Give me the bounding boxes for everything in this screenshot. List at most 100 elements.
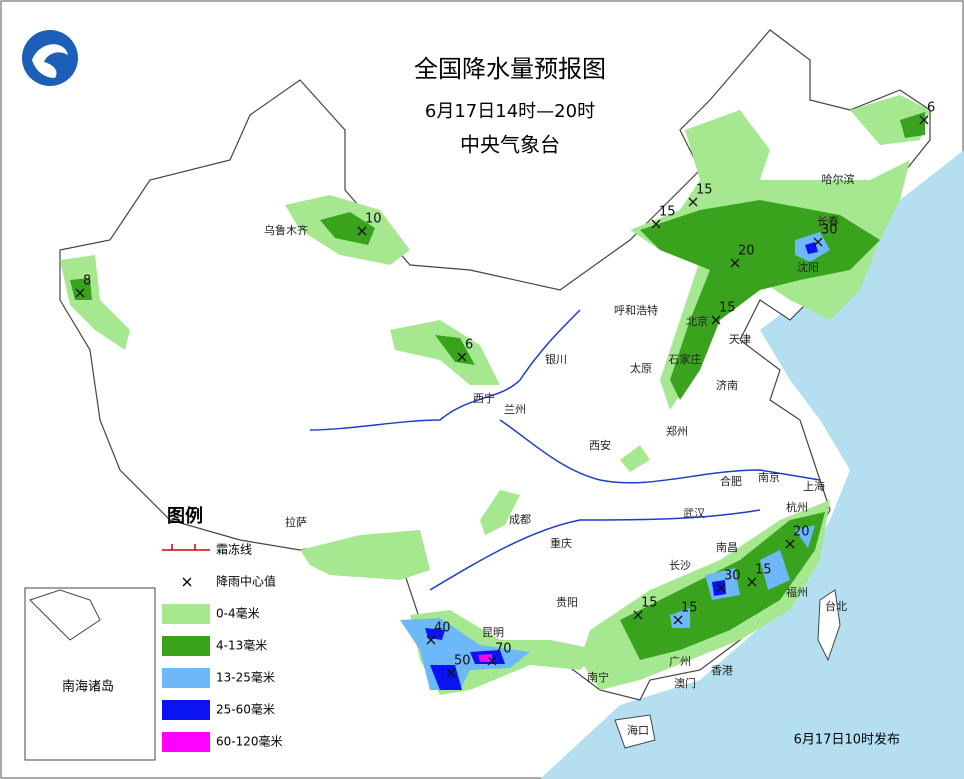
city-label: 北京 xyxy=(686,314,708,328)
city-label: 哈尔滨 xyxy=(822,172,855,186)
title: 全国降水量预报图 xyxy=(414,55,606,83)
ocean xyxy=(540,150,964,779)
center-marker xyxy=(711,315,721,325)
city-label: 南昌 xyxy=(716,541,738,554)
city-label: 南京 xyxy=(758,470,780,484)
city-label: 上海 xyxy=(803,479,825,493)
city-label: 重庆 xyxy=(550,536,572,550)
center-marker xyxy=(633,610,643,620)
legend-swatch xyxy=(162,636,210,656)
city-label: 沈阳 xyxy=(797,260,819,274)
center-marker xyxy=(813,237,823,247)
city-label: 兰州 xyxy=(504,403,526,416)
city-label: 海口 xyxy=(627,723,649,737)
city-label: 贵阳 xyxy=(556,596,578,609)
center-value: 15 xyxy=(659,205,676,220)
center-value: 15 xyxy=(696,183,713,198)
subtitle: 6月17日14时—20时 xyxy=(425,101,595,122)
city-label: 合肥 xyxy=(720,474,742,488)
city-label: 长春 xyxy=(817,215,839,228)
city-label: 杭州 xyxy=(786,500,808,514)
city-label: 长沙 xyxy=(669,559,691,572)
city-label: 成都 xyxy=(509,513,531,526)
center-value: 30 xyxy=(821,223,838,238)
rain-light xyxy=(300,530,430,580)
center-marker xyxy=(75,288,85,298)
frost-line-symbol xyxy=(162,544,210,551)
rain-light xyxy=(620,445,650,472)
center-value: 20 xyxy=(793,525,810,540)
city-label: 昆明 xyxy=(482,626,504,639)
rivers xyxy=(309,309,821,591)
city-label: 呼和浩特 xyxy=(614,303,658,317)
center-value: 20 xyxy=(738,244,755,259)
center-value: 15 xyxy=(641,596,658,611)
logo xyxy=(22,30,78,86)
center-marker xyxy=(919,115,929,125)
legend-swatch xyxy=(162,732,210,752)
center-symbol xyxy=(182,577,192,587)
rain-light xyxy=(60,255,130,350)
center-marker xyxy=(716,583,726,593)
center-value: 8 xyxy=(83,274,91,289)
center-value: 10 xyxy=(365,212,382,227)
city-label: 台北 xyxy=(825,599,847,613)
rain-storm xyxy=(425,628,505,690)
rain-moderate xyxy=(435,335,475,365)
city-label: 南宁 xyxy=(587,670,609,684)
rain-light xyxy=(390,320,500,385)
legend-swatch xyxy=(162,668,210,688)
center-marker xyxy=(673,615,683,625)
inset-coast xyxy=(29,589,101,641)
legend-label: 13-25毫米 xyxy=(216,670,275,685)
legend-label: 60-120毫米 xyxy=(216,734,283,749)
city-label: 西安 xyxy=(589,438,611,452)
legend-label: 霜冻线 xyxy=(216,542,252,557)
center-marker xyxy=(457,352,467,362)
city-label: 武汉 xyxy=(683,507,705,520)
footer: 6月17日10时发布 xyxy=(794,732,900,748)
legend-label: 0-4毫米 xyxy=(216,606,260,621)
city-label: 福州 xyxy=(786,585,808,599)
city-label: 郑州 xyxy=(666,424,688,438)
center-marker xyxy=(446,668,456,678)
center-marker xyxy=(747,577,757,587)
center-value: 15 xyxy=(681,601,698,616)
city-label: 天津 xyxy=(729,333,751,346)
city-label: 乌鲁木齐 xyxy=(264,223,308,237)
center-marker xyxy=(688,197,698,207)
city-label: 广州 xyxy=(669,655,691,668)
city-label: 石家庄 xyxy=(669,352,702,366)
rain-moderate xyxy=(320,212,375,245)
center-marker xyxy=(651,219,661,229)
center-value: 50 xyxy=(454,654,471,669)
city-label: 济南 xyxy=(716,378,738,392)
issuer: 中央气象台 xyxy=(460,133,560,157)
center-value: 30 xyxy=(724,569,741,584)
center-value: 6 xyxy=(465,338,473,353)
city-label: 西宁 xyxy=(473,391,495,405)
legend-label: 降雨中心值 xyxy=(216,574,276,589)
rain-moderate xyxy=(70,278,92,300)
legend-label: 25-60毫米 xyxy=(216,702,275,717)
center-marker xyxy=(487,656,497,666)
center-value: 15 xyxy=(719,301,736,316)
logo-circle xyxy=(22,30,78,86)
city-label: 太原 xyxy=(630,362,652,375)
logo-mark xyxy=(32,44,68,78)
hainan xyxy=(614,714,656,749)
center-marker xyxy=(785,539,795,549)
rain-areas xyxy=(60,95,930,695)
city-label: 银川 xyxy=(545,352,567,366)
center-value: 70 xyxy=(495,642,512,657)
legend-swatch xyxy=(162,700,210,720)
city-label: 拉萨 xyxy=(285,515,307,529)
center-value: 6 xyxy=(927,101,935,116)
inset-label: 南海诸岛 xyxy=(62,679,114,695)
rain-light xyxy=(480,490,520,535)
rain-extreme xyxy=(478,654,492,662)
rain-heavy xyxy=(670,525,815,628)
city-label: 澳门 xyxy=(674,676,696,690)
center-marker xyxy=(426,635,436,645)
